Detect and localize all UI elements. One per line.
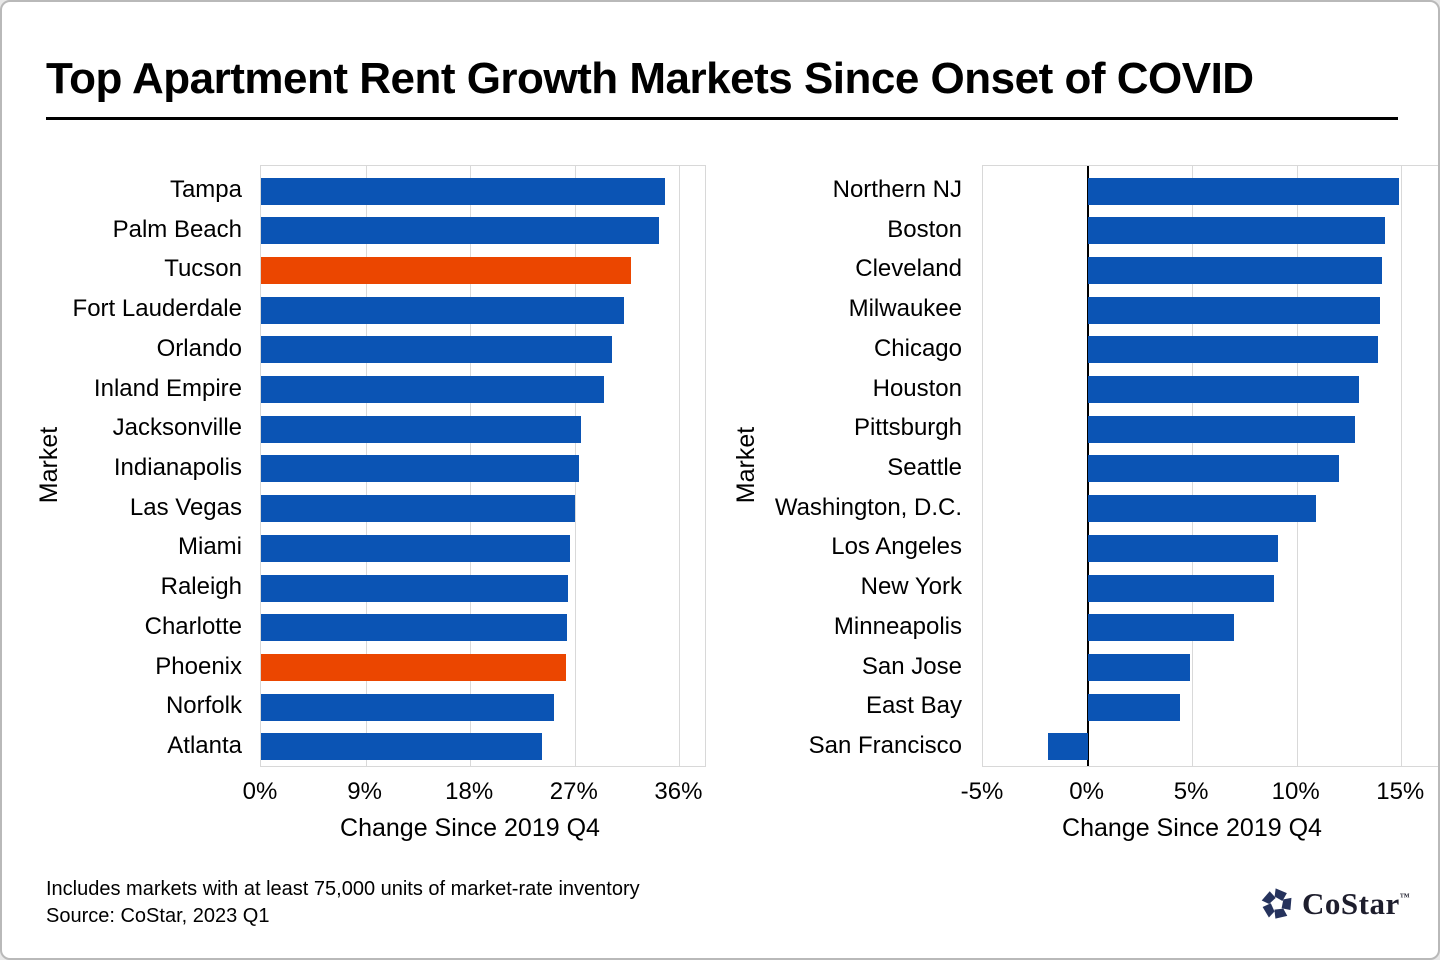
- bar-raleigh: [261, 574, 568, 602]
- category-label: Tampa: [169, 176, 242, 203]
- bar-northern-nj: [1087, 177, 1400, 205]
- category-label: Tucson: [164, 255, 242, 283]
- category-label: Washington, D.C.: [774, 493, 962, 521]
- costar-logo: CoStar™: [1260, 886, 1410, 922]
- category-label: Cleveland: [855, 255, 962, 283]
- page-title: Top Apartment Rent Growth Markets Since …: [46, 54, 1254, 103]
- category-label: San Jose: [861, 652, 962, 680]
- x-tick-label: 27%: [549, 778, 598, 805]
- x-tick-label: 36%: [654, 778, 703, 805]
- x-tick-label: 0%: [1069, 778, 1104, 805]
- bar-indianapolis: [261, 455, 580, 483]
- bar-palm-beach: [261, 217, 659, 245]
- bar-san-jose: [1087, 654, 1191, 682]
- left-x-axis-title: Change Since 2019 Q4: [340, 814, 600, 842]
- category-label: Chicago: [873, 334, 962, 362]
- x-tick-label: 15%: [1376, 778, 1425, 805]
- category-label: Minneapolis: [833, 612, 962, 640]
- x-tick-label: 9%: [347, 778, 382, 805]
- gridline: [679, 166, 681, 766]
- right-x-axis-title: Change Since 2019 Q4: [1062, 814, 1322, 842]
- category-label: Los Angeles: [831, 533, 962, 561]
- category-label: Phoenix: [155, 652, 242, 680]
- category-label: Palm Beach: [112, 215, 242, 243]
- category-label: San Francisco: [808, 731, 962, 759]
- category-label: Orlando: [156, 334, 242, 362]
- bar-milwaukee: [1087, 296, 1381, 324]
- bar-houston: [1087, 376, 1360, 404]
- bar-miami: [261, 534, 571, 562]
- bar-orlando: [261, 336, 613, 364]
- category-label: Raleigh: [160, 573, 242, 601]
- category-label: Indianapolis: [113, 453, 242, 481]
- bar-cleveland: [1087, 256, 1383, 284]
- category-label: Las Vegas: [129, 493, 242, 521]
- x-tick-label: 18%: [445, 778, 494, 805]
- bar-chicago: [1087, 336, 1379, 364]
- footnote-line-2: Source: CoStar, 2023 Q1: [46, 905, 270, 927]
- footnote-line-1: Includes markets with at least 75,000 un…: [46, 878, 640, 900]
- right-plot-area: [982, 165, 1438, 767]
- bar-east-bay: [1087, 693, 1180, 721]
- x-tick-label: 10%: [1271, 778, 1320, 805]
- costar-pinwheel-icon: [1261, 888, 1292, 919]
- bar-norfolk: [261, 693, 554, 721]
- bar-las-vegas: [261, 495, 575, 523]
- costar-wordmark: CoStar™: [1302, 886, 1411, 921]
- category-label: Boston: [887, 215, 962, 243]
- bar-jacksonville: [261, 415, 581, 443]
- bar-phoenix: [261, 654, 566, 682]
- category-label: Northern NJ: [832, 176, 962, 203]
- category-label: Milwaukee: [848, 295, 962, 323]
- bar-los-angeles: [1087, 534, 1278, 562]
- bar-boston: [1087, 217, 1385, 245]
- footnote: Includes markets with at least 75,000 un…: [46, 876, 640, 930]
- category-label: Jacksonville: [112, 414, 242, 442]
- category-label: Seattle: [887, 453, 962, 481]
- category-label: Charlotte: [144, 612, 242, 640]
- bar-washington-d-c-: [1087, 495, 1316, 523]
- bar-charlotte: [261, 614, 567, 642]
- bar-fort-lauderdale: [261, 296, 624, 324]
- category-label: Inland Empire: [93, 374, 242, 402]
- trademark-symbol: ™: [1399, 892, 1411, 903]
- category-label: Atlanta: [167, 731, 242, 759]
- gridline: [1401, 166, 1403, 766]
- category-label: Miami: [178, 533, 242, 561]
- bar-tucson: [261, 256, 631, 284]
- bar-san-francisco: [1047, 733, 1088, 761]
- title-underline: [46, 117, 1398, 120]
- bar-atlanta: [261, 733, 543, 761]
- bar-pittsburgh: [1087, 415, 1356, 443]
- category-label: East Bay: [865, 692, 962, 720]
- bar-seattle: [1087, 455, 1339, 483]
- category-label: New York: [860, 573, 962, 601]
- left-plot-area: [260, 165, 706, 767]
- bar-new-york: [1087, 574, 1274, 602]
- x-tick-label: -5%: [960, 778, 1004, 805]
- category-label: Norfolk: [165, 692, 242, 720]
- x-tick-label: 5%: [1173, 778, 1209, 805]
- category-label: Houston: [872, 374, 962, 402]
- bar-tampa: [261, 177, 666, 205]
- bar-minneapolis: [1087, 614, 1234, 642]
- category-label: Pittsburgh: [853, 414, 962, 442]
- category-label: Fort Lauderdale: [72, 295, 242, 323]
- x-tick-label: 0%: [242, 778, 278, 805]
- bar-inland-empire: [261, 376, 604, 404]
